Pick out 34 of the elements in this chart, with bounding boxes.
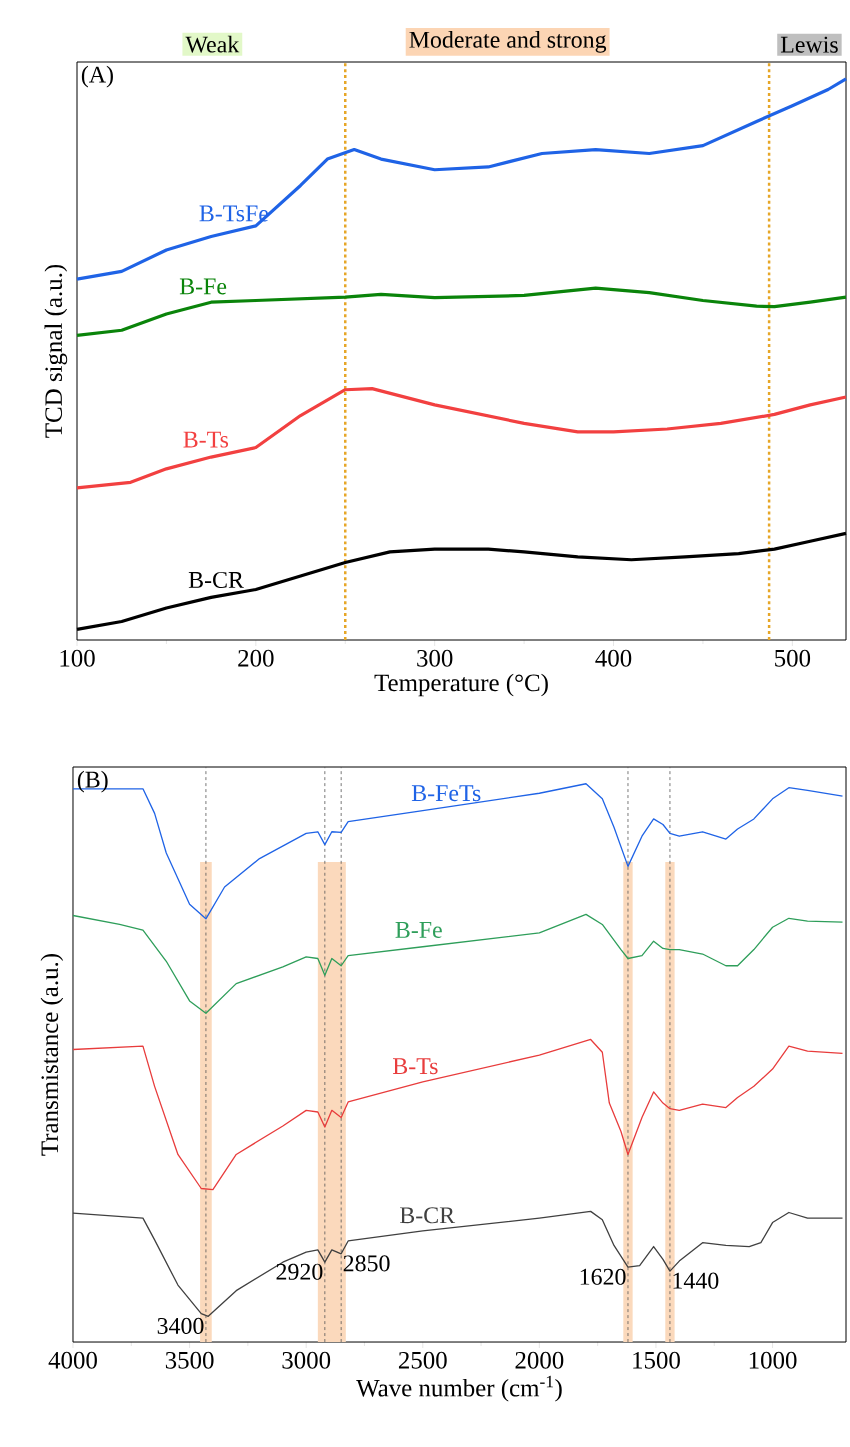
x-tick-label: 100	[60, 649, 95, 667]
series-label: B-Fe	[179, 278, 227, 295]
annotation: 2850	[343, 1255, 390, 1272]
x-tick-label: 300	[417, 649, 453, 667]
annotation: 1620	[580, 1268, 626, 1285]
x-axis-title: Temperature (°C)	[374, 673, 548, 697]
x-tick-label: 3000	[282, 1351, 331, 1369]
chart-title: (A)	[81, 65, 113, 88]
annotation: 3400	[157, 1317, 204, 1334]
x-tick-label: 1000	[749, 1351, 797, 1369]
x-tick-label: 2500	[398, 1351, 447, 1369]
y-axis-title: TCD signal (a.u.)	[44, 264, 68, 438]
annotation: 1440	[673, 1272, 719, 1289]
series-label: B-FeTs	[411, 785, 481, 802]
series-label: B-TsFe	[199, 205, 269, 222]
annotation: 2920	[276, 1263, 323, 1280]
x-tick-label: 500	[775, 649, 811, 667]
x-tick-label: 400	[595, 649, 632, 667]
x-tick-label: 200	[238, 649, 274, 667]
chart-title: (B)	[77, 770, 108, 793]
x-tick-label: 1500	[633, 1351, 680, 1369]
text: Lewis	[780, 36, 838, 53]
series-label: B-Fe	[395, 922, 442, 938]
x-tick-label: 2000	[515, 1351, 564, 1369]
series-label: B-CR	[400, 1207, 456, 1224]
y-axis-title: Transmistance (a.u.)	[40, 954, 64, 1156]
x-tick-label: 4000	[48, 1351, 97, 1369]
text: Moderate and strong	[409, 30, 607, 53]
x-tick-label: 3500	[165, 1351, 214, 1369]
x-axis-title: Wave number (cm$^{-1}$)	[356, 1375, 562, 1402]
series-label: B-Ts	[393, 1058, 438, 1075]
series-label: B-CR	[188, 571, 244, 588]
text: Weak	[185, 35, 240, 53]
series-label: B-Ts	[183, 431, 229, 448]
